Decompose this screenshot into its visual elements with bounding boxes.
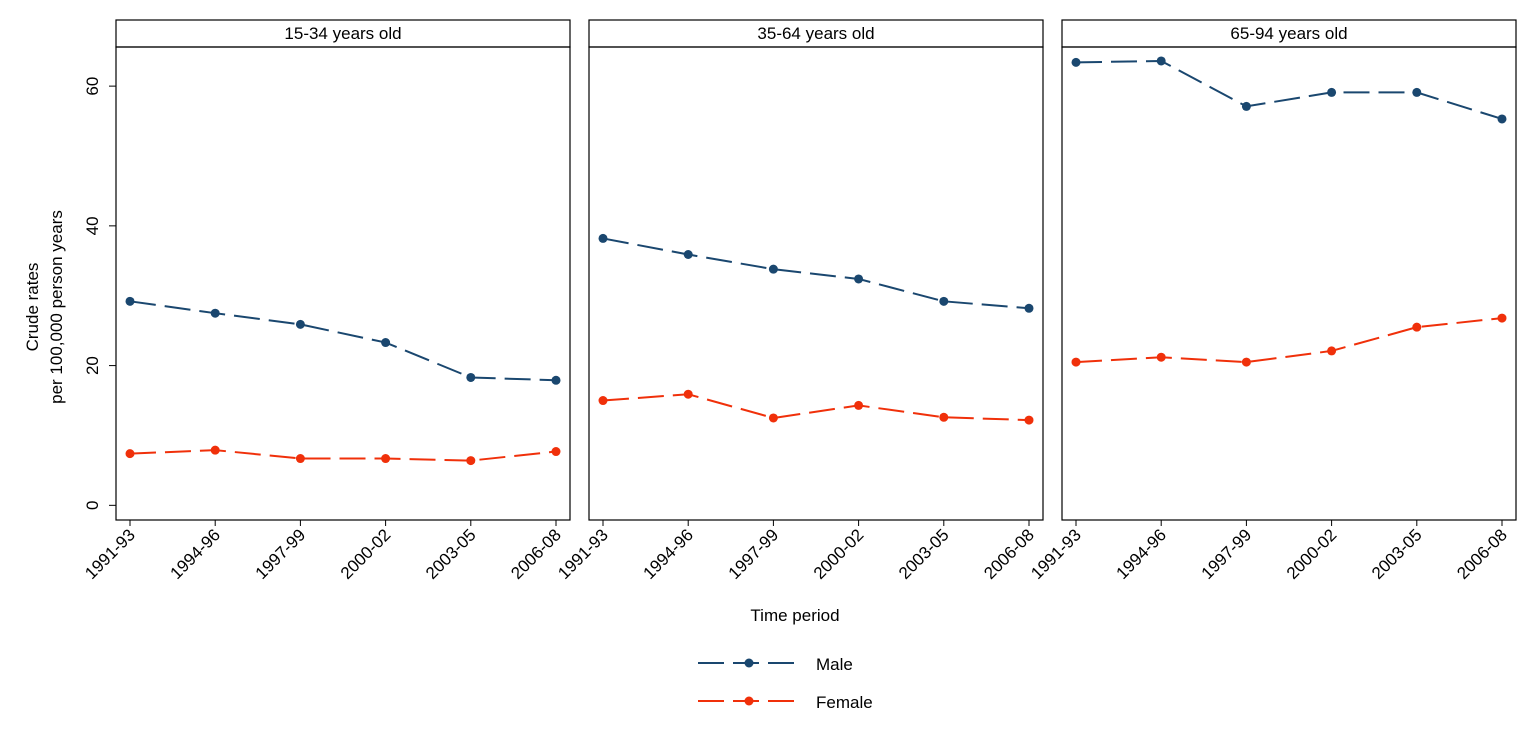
y-tick-label: 0 [83, 501, 102, 510]
data-point [125, 449, 135, 459]
series-line [1075, 317, 1503, 364]
x-tick-label: 2000-02 [1283, 525, 1341, 583]
x-tick-label: 2006-08 [1453, 525, 1511, 583]
data-point [125, 296, 135, 306]
data-point [1412, 87, 1422, 97]
data-point [854, 400, 864, 410]
data-point [683, 250, 693, 260]
data-point [1497, 114, 1507, 124]
series-line [1075, 59, 1503, 120]
data-point [768, 264, 778, 274]
data-point [1327, 87, 1337, 97]
data-point [210, 308, 220, 318]
data-point [854, 274, 864, 284]
data-point [1327, 346, 1337, 356]
panel-title: 35-64 years old [757, 24, 874, 43]
x-tick-label: 1991-93 [81, 525, 139, 583]
y-axis-label: per 100,000 person years [47, 210, 66, 404]
y-tick-label: 20 [83, 356, 102, 375]
panel-header [115, 19, 571, 48]
x-tick-label: 2003-05 [1368, 525, 1426, 583]
x-axis-label: Time period [750, 606, 839, 625]
data-point [295, 319, 305, 329]
series-line [602, 393, 1030, 422]
data-point [1071, 357, 1081, 367]
x-tick-label: 1997-99 [1198, 525, 1256, 583]
panel-title: 15-34 years old [284, 24, 401, 43]
legend-marker [744, 658, 754, 668]
data-point [598, 396, 608, 406]
data-point [381, 338, 391, 348]
data-point [466, 456, 476, 466]
data-point [939, 296, 949, 306]
data-point [683, 389, 693, 399]
data-point [295, 454, 305, 464]
data-point [1241, 101, 1251, 111]
data-point [768, 413, 778, 423]
x-tick-label: 1997-99 [252, 525, 310, 583]
x-tick-label: 1991-93 [1027, 525, 1085, 583]
panel-title: 65-94 years old [1230, 24, 1347, 43]
data-point [551, 375, 561, 385]
data-point [1412, 322, 1422, 332]
data-point [210, 445, 220, 455]
data-point [551, 447, 561, 457]
data-point [939, 412, 949, 422]
plot-area [1061, 46, 1517, 521]
data-point [1024, 415, 1034, 425]
series-line [129, 300, 557, 382]
x-tick-label: 1994-96 [1112, 525, 1170, 583]
data-point [598, 233, 608, 243]
x-tick-label: 2000-02 [337, 525, 395, 583]
legend-label: Female [816, 693, 873, 712]
data-point [381, 454, 391, 464]
x-tick-label: 2003-05 [895, 525, 953, 583]
x-tick-label: 2003-05 [422, 525, 480, 583]
y-axis-label: Crude rates [23, 263, 42, 352]
plot-area [588, 46, 1044, 521]
y-tick-label: 60 [83, 77, 102, 96]
data-point [1156, 56, 1166, 66]
x-tick-label: 1994-96 [166, 525, 224, 583]
x-tick-label: 2006-08 [980, 525, 1038, 583]
x-tick-label: 2000-02 [810, 525, 868, 583]
panel-header [588, 19, 1044, 48]
legend-label: Male [816, 655, 853, 674]
data-point [1024, 303, 1034, 313]
series-line [129, 449, 557, 462]
data-point [1156, 352, 1166, 362]
data-point [1071, 57, 1081, 67]
x-tick-label: 1991-93 [554, 525, 612, 583]
x-tick-label: 2006-08 [507, 525, 565, 583]
x-tick-label: 1997-99 [725, 525, 783, 583]
series-line [602, 237, 1030, 310]
data-point [1497, 313, 1507, 323]
data-point [466, 372, 476, 382]
x-tick-label: 1994-96 [639, 525, 697, 583]
plot-area [115, 46, 571, 521]
data-point [1241, 357, 1251, 367]
y-tick-label: 40 [83, 216, 102, 235]
legend-marker [744, 696, 754, 706]
